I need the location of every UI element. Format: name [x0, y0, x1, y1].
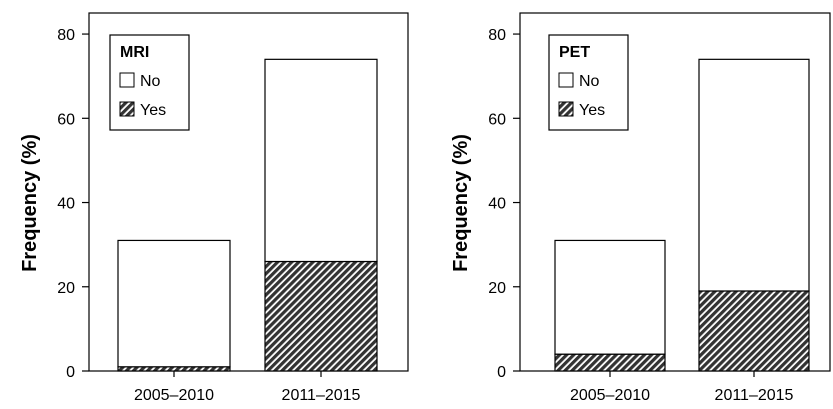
bar-segment-yes: [698, 290, 810, 372]
bars: [554, 58, 810, 372]
y-axis-label: Frequency (%): [450, 134, 472, 272]
bar-segment-yes: [554, 353, 666, 372]
y-tick-label: 40: [57, 196, 75, 213]
legend-label-no: No: [579, 73, 600, 90]
legend-title: MRI: [120, 44, 149, 61]
legend-label-yes: Yes: [579, 102, 605, 119]
legend-swatch-yes: [119, 101, 135, 117]
chart-panel-pet: Frequency (%) 0 20 40 60 80 2005–2010 2011–20…: [450, 12, 831, 404]
y-axis-label: Frequency (%): [19, 134, 41, 272]
y-tick-label: 80: [57, 27, 75, 44]
legend-title: PET: [559, 44, 590, 61]
y-tick-label: 20: [57, 280, 75, 297]
x-axis-ticks: 2005–2010 2011–2015: [134, 371, 361, 404]
y-axis-ticks: 0 20 40 60 80: [57, 27, 89, 381]
y-tick-label: 60: [57, 111, 75, 128]
bar-segment-no: [554, 239, 666, 355]
legend: MRI No Yes: [109, 34, 190, 131]
plot-frame: [88, 12, 409, 372]
legend-label-yes: Yes: [140, 102, 166, 119]
y-tick-label: 0: [66, 364, 75, 381]
y-tick-label: 40: [488, 196, 506, 213]
y-tick-label: 0: [497, 364, 506, 381]
legend-swatch-yes: [558, 101, 574, 117]
legend-label-no: No: [140, 73, 161, 90]
bar-segment-no: [117, 239, 231, 368]
x-tick-label: 2011–2015: [715, 387, 794, 404]
bar-segment-no: [264, 58, 378, 263]
bar-segment-yes: [117, 366, 231, 372]
legend-swatch-no: [558, 72, 574, 88]
bar-segment-no: [698, 58, 810, 292]
x-tick-label: 2011–2015: [282, 387, 361, 404]
chart-panel-mri: Frequency (%) 0 20 40 60 80 2005–2010 2011–20…: [19, 12, 409, 404]
x-tick-label: 2005–2010: [134, 387, 214, 404]
y-tick-label: 20: [488, 280, 506, 297]
y-tick-label: 80: [488, 27, 506, 44]
y-axis-ticks: 0 20 40 60 80: [488, 27, 520, 381]
bars: [117, 58, 378, 372]
bar-segment-yes: [264, 260, 378, 372]
y-tick-label: 60: [488, 111, 506, 128]
legend: PET No Yes: [548, 34, 629, 131]
legend-swatch-no: [119, 72, 135, 88]
x-tick-label: 2005–2010: [570, 387, 650, 404]
x-axis-ticks: 2005–2010 2011–2015: [570, 371, 794, 404]
plot-frame: [519, 12, 831, 372]
